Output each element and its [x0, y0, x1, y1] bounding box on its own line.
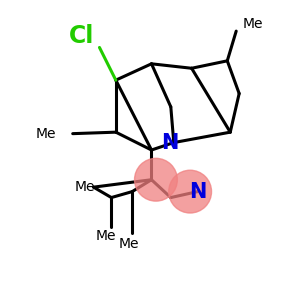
Text: N: N: [189, 182, 206, 202]
Text: Me: Me: [74, 180, 95, 194]
Circle shape: [169, 170, 212, 213]
Text: N: N: [161, 133, 178, 153]
Text: Cl: Cl: [69, 24, 94, 48]
Text: Me: Me: [119, 237, 140, 250]
Circle shape: [134, 158, 177, 201]
Text: Me: Me: [36, 127, 56, 141]
Text: Me: Me: [95, 229, 116, 243]
Text: Me: Me: [242, 17, 262, 31]
